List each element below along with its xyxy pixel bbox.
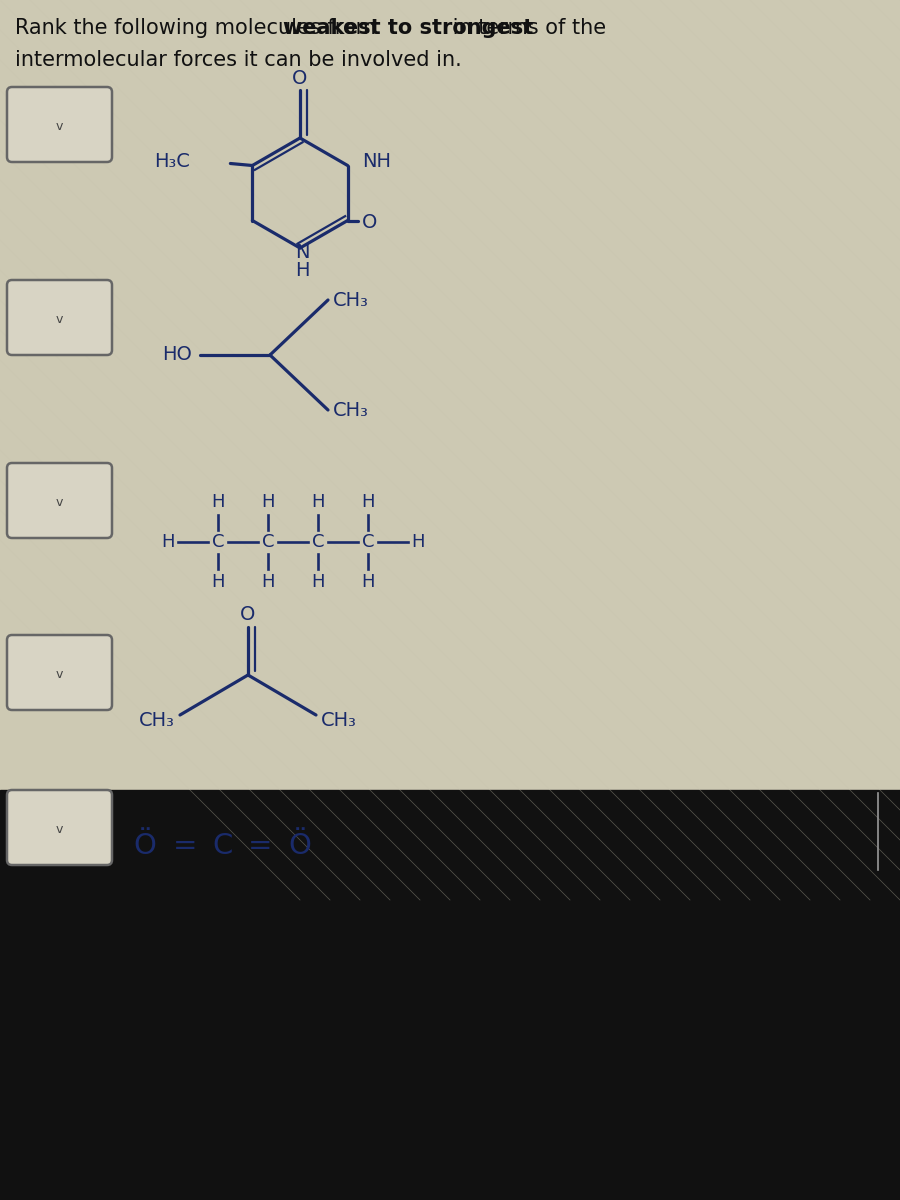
Text: v: v bbox=[56, 496, 63, 509]
Text: H₃C: H₃C bbox=[155, 152, 191, 170]
Text: CH₃: CH₃ bbox=[140, 710, 175, 730]
FancyBboxPatch shape bbox=[7, 790, 112, 865]
Text: C: C bbox=[362, 533, 374, 551]
Text: H: H bbox=[261, 493, 274, 511]
Text: C: C bbox=[212, 832, 233, 860]
FancyBboxPatch shape bbox=[7, 463, 112, 538]
Text: Ö: Ö bbox=[133, 832, 157, 860]
Text: weakest to strongest: weakest to strongest bbox=[283, 18, 533, 38]
FancyBboxPatch shape bbox=[7, 86, 112, 162]
Text: CH₃: CH₃ bbox=[333, 290, 369, 310]
Text: =: = bbox=[173, 832, 197, 860]
Text: H: H bbox=[295, 260, 310, 280]
Text: O: O bbox=[362, 214, 377, 232]
Text: in terms of the: in terms of the bbox=[446, 18, 606, 38]
Text: H: H bbox=[361, 572, 374, 590]
Text: intermolecular forces it can be involved in.: intermolecular forces it can be involved… bbox=[15, 50, 462, 70]
Text: NH: NH bbox=[362, 152, 391, 170]
Text: v: v bbox=[56, 313, 63, 326]
Bar bbox=[0, 0, 900, 790]
Text: H: H bbox=[212, 493, 225, 511]
Text: H: H bbox=[361, 493, 374, 511]
Text: H: H bbox=[212, 572, 225, 590]
Text: Rank the following molecules from: Rank the following molecules from bbox=[15, 18, 382, 38]
Text: H: H bbox=[311, 493, 325, 511]
Text: C: C bbox=[262, 533, 274, 551]
Text: N: N bbox=[295, 244, 310, 263]
Text: H: H bbox=[311, 572, 325, 590]
Text: Ö: Ö bbox=[289, 832, 311, 860]
Text: H: H bbox=[161, 533, 175, 551]
Text: v: v bbox=[56, 120, 63, 133]
FancyBboxPatch shape bbox=[7, 280, 112, 355]
Text: O: O bbox=[292, 68, 308, 88]
Text: C: C bbox=[212, 533, 224, 551]
Text: v: v bbox=[56, 668, 63, 680]
Text: H: H bbox=[411, 533, 425, 551]
Text: =: = bbox=[248, 832, 272, 860]
FancyBboxPatch shape bbox=[7, 635, 112, 710]
Text: H: H bbox=[261, 572, 274, 590]
Text: O: O bbox=[240, 606, 256, 624]
Text: C: C bbox=[311, 533, 324, 551]
Text: CH₃: CH₃ bbox=[321, 710, 357, 730]
Bar bbox=[0, 790, 900, 1200]
Text: CH₃: CH₃ bbox=[333, 401, 369, 420]
Text: HO: HO bbox=[162, 346, 192, 365]
Text: v: v bbox=[56, 823, 63, 836]
